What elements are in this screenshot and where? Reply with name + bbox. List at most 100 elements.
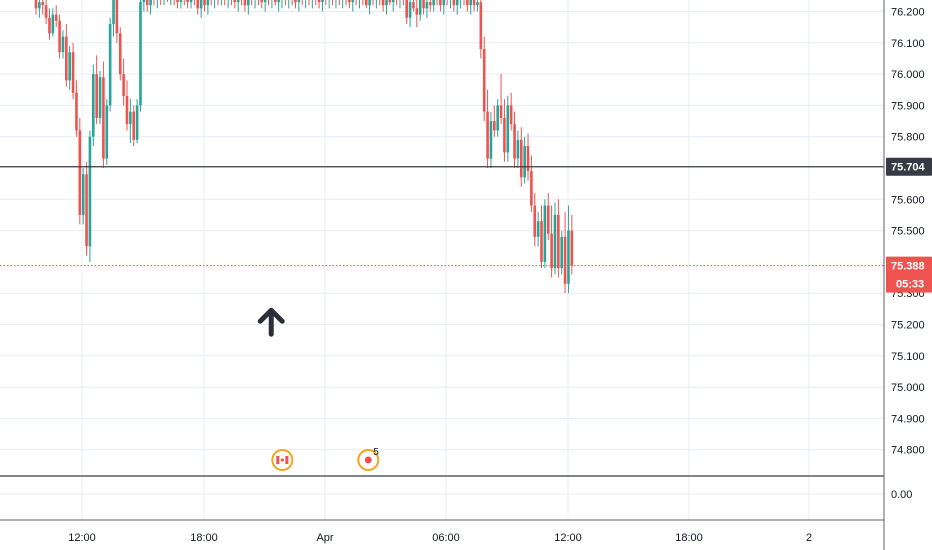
candle[interactable] [260, 0, 264, 9]
candle[interactable] [486, 89, 489, 168]
candle[interactable] [112, 0, 115, 37]
candle[interactable] [118, 27, 122, 81]
candle[interactable] [250, 0, 253, 6]
candle[interactable] [61, 30, 65, 59]
candle[interactable] [48, 8, 51, 40]
candle[interactable] [428, 0, 432, 12]
candle[interactable] [436, 0, 439, 6]
candle[interactable] [206, 0, 210, 15]
candle[interactable] [314, 0, 317, 6]
candle[interactable] [489, 111, 493, 168]
candle[interactable] [570, 214, 574, 275]
candle[interactable] [452, 0, 456, 12]
candle[interactable] [236, 0, 240, 12]
candle[interactable] [287, 0, 290, 9]
candle[interactable] [217, 0, 220, 6]
candle[interactable] [345, 0, 348, 6]
candle[interactable] [81, 168, 85, 225]
candle[interactable] [317, 0, 321, 9]
candle[interactable] [308, 0, 311, 6]
candle[interactable] [284, 0, 287, 6]
candle[interactable] [142, 0, 146, 12]
candle[interactable] [463, 0, 466, 6]
candle[interactable] [372, 0, 375, 6]
candle[interactable] [540, 205, 543, 269]
candle[interactable] [186, 0, 189, 9]
candle[interactable] [54, 5, 58, 28]
candle[interactable] [263, 0, 267, 12]
candle[interactable] [91, 64, 95, 147]
candle[interactable] [125, 80, 129, 131]
candle[interactable] [331, 0, 334, 6]
candle[interactable] [149, 0, 152, 15]
candle[interactable] [543, 199, 547, 269]
candle[interactable] [375, 0, 378, 9]
candle[interactable] [301, 0, 304, 6]
candle[interactable] [223, 0, 226, 6]
candle[interactable] [546, 193, 550, 240]
price-axis[interactable]: 76.200 76.100 76.000 75.900 75.800 75.600 75.5… [883, 0, 932, 550]
candle[interactable] [273, 0, 277, 6]
candle[interactable] [560, 230, 564, 275]
candle[interactable] [189, 0, 193, 9]
candle[interactable] [550, 205, 553, 278]
candle[interactable] [338, 0, 341, 6]
candle[interactable] [446, 0, 449, 6]
candle[interactable] [166, 0, 169, 3]
candle[interactable] [442, 0, 446, 15]
candle[interactable] [170, 0, 173, 6]
candle[interactable] [247, 0, 250, 15]
candle[interactable] [227, 0, 230, 9]
candle[interactable] [156, 0, 159, 9]
candle[interactable] [78, 117, 82, 225]
time-axis[interactable]: 12:00 18:00 Apr 06:00 12:00 18:00 2 [0, 519, 884, 544]
candle[interactable] [183, 0, 186, 6]
canada-flag-icon[interactable] [271, 449, 294, 471]
candle[interactable] [449, 0, 452, 9]
candle[interactable] [230, 0, 233, 6]
candle[interactable] [321, 0, 324, 12]
candle[interactable] [368, 0, 371, 15]
candle[interactable] [291, 0, 294, 6]
candle[interactable] [75, 80, 78, 137]
candle[interactable] [408, 0, 412, 28]
candle[interactable] [439, 0, 442, 12]
candle[interactable] [341, 0, 344, 9]
candle[interactable] [536, 211, 540, 247]
candle[interactable] [328, 0, 331, 9]
candle[interactable] [335, 0, 338, 9]
candle[interactable] [523, 136, 526, 184]
candle[interactable] [98, 70, 102, 125]
candle[interactable] [271, 0, 274, 9]
candle[interactable] [378, 0, 381, 6]
candle[interactable] [294, 0, 297, 9]
candle[interactable] [415, 0, 419, 28]
candle[interactable] [381, 0, 385, 12]
candle[interactable] [432, 0, 435, 12]
candle[interactable] [281, 0, 284, 9]
candle[interactable] [455, 0, 459, 15]
candle[interactable] [267, 0, 270, 6]
candle[interactable] [499, 74, 503, 125]
candle[interactable] [519, 127, 523, 187]
candle[interactable] [364, 0, 368, 9]
candle[interactable] [533, 193, 537, 247]
candle[interactable] [240, 0, 243, 6]
candle[interactable] [526, 133, 530, 181]
candle[interactable] [348, 0, 351, 9]
candle[interactable] [509, 92, 513, 131]
candle[interactable] [132, 105, 136, 147]
candle[interactable] [38, 0, 41, 18]
candle[interactable] [391, 0, 395, 12]
candle[interactable] [482, 36, 486, 122]
candle[interactable] [362, 0, 365, 6]
candle[interactable] [513, 111, 516, 168]
candle[interactable] [153, 0, 156, 6]
event-dot-icon[interactable]: 5 [357, 447, 380, 471]
candle[interactable] [95, 55, 98, 125]
candle[interactable] [385, 0, 388, 15]
candlestick-series[interactable] [34, 0, 574, 294]
candle[interactable] [145, 0, 149, 12]
candle[interactable] [129, 99, 132, 143]
